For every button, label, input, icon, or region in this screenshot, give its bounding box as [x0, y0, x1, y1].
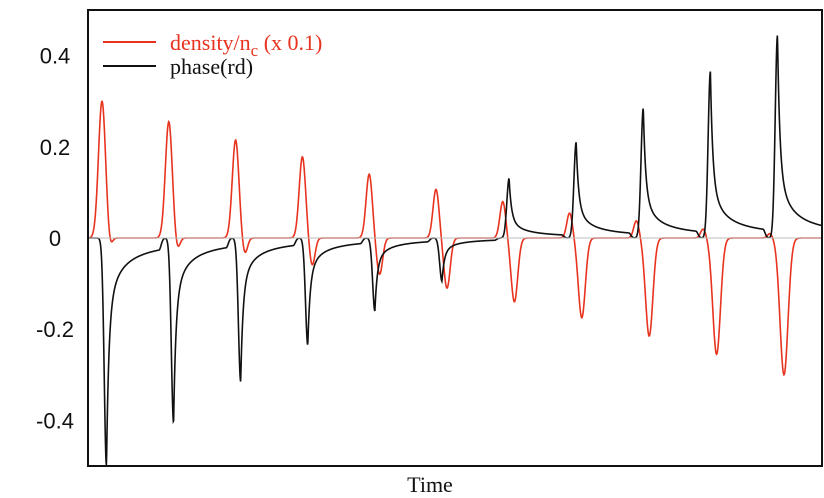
plot-frame	[87, 9, 823, 467]
legend-density-subscript: c	[251, 41, 259, 60]
y-tick-label: 0	[49, 226, 61, 251]
x-axis-label: Time	[407, 472, 453, 497]
y-tick-label: 0.2	[40, 135, 71, 160]
series-phase-line	[89, 35, 822, 466]
legend-phase-label: phase(rd)	[170, 54, 253, 79]
legend: density/nc (x 0.1) phase(rd)	[103, 30, 322, 79]
y-tick-label: 0.4	[40, 44, 71, 69]
legend-density-label: density/nc (x 0.1)	[170, 30, 322, 60]
y-tick-label: -0.4	[36, 408, 74, 433]
legend-density-rest: (x 0.1)	[258, 30, 322, 55]
legend-density-base: density/n	[170, 30, 251, 55]
y-axis: 0.4 0.2 0 -0.2 -0.4	[36, 44, 74, 434]
y-tick-label: -0.2	[36, 317, 74, 342]
series-layer	[87, 35, 822, 466]
